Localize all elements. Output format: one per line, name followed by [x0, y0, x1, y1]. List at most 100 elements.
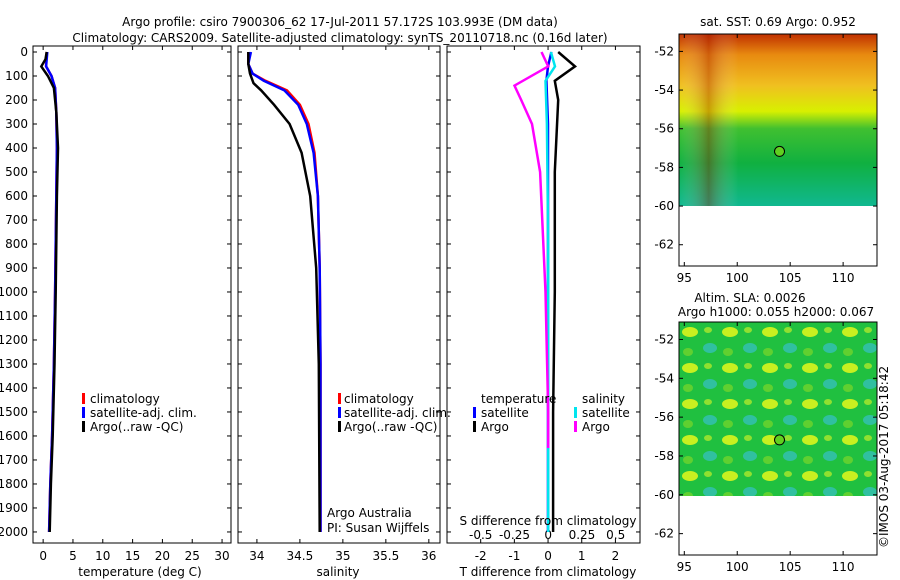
map-x-tick-label: 110 — [832, 560, 855, 574]
x-tick-label: 35.5 — [372, 549, 399, 563]
sst-map-frame — [678, 33, 878, 267]
map-y-tick-label: -58 — [654, 449, 674, 463]
sla-map-subtitle: Argo h1000: 0.055 h2000: 0.067 — [678, 305, 874, 319]
y-tick-label: 700 — [5, 213, 28, 227]
legend-swatch-s-argo — [574, 421, 577, 432]
series-line-t-argo — [551, 51, 578, 532]
legend-swatch-t-argo — [473, 421, 476, 432]
s-tick-label: -0.25 — [499, 528, 530, 542]
map-y-tick-label: -52 — [654, 44, 674, 58]
map-y-tick-label: -60 — [654, 488, 674, 502]
x-tick-label: 1 — [578, 549, 586, 563]
temperature-xlabel: temperature (deg C) — [78, 565, 201, 579]
y-tick-label: 400 — [5, 141, 28, 155]
y-tick-label: 2000 — [0, 525, 28, 539]
title-line1: Argo profile: csiro 7900306_62 17-Jul-20… — [122, 15, 558, 29]
legend-label: satellite — [582, 406, 630, 420]
x-tick-label: 25 — [185, 549, 200, 563]
x-tick-label: 30 — [214, 549, 229, 563]
agency-label: Argo Australia — [327, 506, 412, 520]
map-x-tick-label: 100 — [726, 560, 749, 574]
title-line2: Climatology: CARS2009. Satellite-adjuste… — [72, 31, 607, 45]
y-tick-label: 200 — [5, 93, 28, 107]
legend-label: satellite-adj. clim. — [90, 406, 197, 420]
legend-swatch-satellite — [82, 407, 85, 418]
copyright-label: ©IMOS 03-Aug-2017 05:18:42 — [877, 366, 891, 548]
sst-map-shading — [679, 34, 877, 206]
difference-legend: temperature satellite Argo salinity sate… — [473, 392, 630, 434]
y-tick-label: 1400 — [0, 381, 28, 395]
map-y-tick-label: -54 — [654, 83, 674, 97]
x-tick-label: 20 — [155, 549, 170, 563]
x-tick-label: 0 — [544, 549, 552, 563]
salinity-panel — [237, 45, 441, 544]
legend-title-salinity: salinity — [582, 392, 625, 406]
y-tick-label: 0 — [20, 45, 28, 59]
y-tick-label: 1300 — [0, 357, 28, 371]
y-tick-label: 1100 — [0, 309, 28, 323]
legend-label: Argo(..raw -QC) — [344, 420, 437, 434]
sst-map-title: sat. SST: 0.69 Argo: 0.952 — [700, 15, 856, 29]
map-x-tick-label: 105 — [779, 271, 802, 285]
map-y-tick-label: -58 — [654, 160, 674, 174]
tdiff-xlabel: T difference from climatology — [459, 565, 637, 579]
legend-label: climatology — [344, 392, 414, 406]
s-tick-label: 0.5 — [606, 528, 625, 542]
y-tick-label: 1900 — [0, 501, 28, 515]
profile-lines — [39, 51, 578, 533]
s-tick-label: -0.5 — [469, 528, 492, 542]
legend-swatch-satellite — [338, 407, 341, 418]
legend-swatch-s-satellite — [574, 407, 577, 418]
y-tick-label: 1000 — [0, 285, 28, 299]
legend-swatch-climatology — [82, 393, 85, 404]
series-line-climatology — [247, 52, 322, 532]
difference-panel — [446, 45, 641, 544]
legend-swatch-t-satellite — [473, 407, 476, 418]
map-y-tick-label: -60 — [654, 199, 674, 213]
s-tick-label: 0 — [544, 528, 552, 542]
legend-label: Argo — [481, 420, 509, 434]
legend-label: satellite — [481, 406, 529, 420]
salinity-legend: climatology satellite-adj. clim. Argo(..… — [338, 392, 451, 434]
map-x-tick-label: 100 — [726, 271, 749, 285]
y-tick-label: 600 — [5, 189, 28, 203]
y-tick-label: 500 — [5, 165, 28, 179]
map-y-tick-label: -56 — [654, 410, 674, 424]
y-tick-label: 1600 — [0, 429, 28, 443]
argo-position-marker — [774, 145, 786, 157]
y-tick-label: 1200 — [0, 333, 28, 347]
map-axes: 95 100 105 110 -52 -54 -56 -58 -60 -62 95 100 105 110… — [654, 34, 877, 574]
y-tick-label: 800 — [5, 237, 28, 251]
x-tick-label: 2 — [612, 549, 620, 563]
pi-label: PI: Susan Wijffels — [327, 521, 429, 535]
x-tick-label: 15 — [125, 549, 140, 563]
y-tick-label: 300 — [5, 117, 28, 131]
y-tick-label: 100 — [5, 69, 28, 83]
map-x-tick-label: 110 — [832, 271, 855, 285]
temperature-panel — [32, 45, 232, 544]
y-tick-label: 1800 — [0, 477, 28, 491]
map-x-tick-label: 95 — [677, 271, 692, 285]
legend-label: Argo — [582, 420, 610, 434]
x-tick-label: 5 — [69, 549, 77, 563]
s-tick-label: 0.25 — [569, 528, 596, 542]
x-tick-label: 35 — [335, 549, 350, 563]
x-tick-label: -1 — [508, 549, 520, 563]
x-tick-label: 34 — [249, 549, 264, 563]
map-y-tick-label: -62 — [654, 527, 674, 541]
sla-map-frame — [678, 321, 878, 556]
sla-map-field — [679, 322, 877, 496]
argo-position-marker — [774, 434, 786, 446]
map-y-tick-label: -52 — [654, 332, 674, 346]
x-tick-label: 36 — [421, 549, 436, 563]
x-tick-label: -2 — [475, 549, 487, 563]
x-tick-label: 34.5 — [287, 549, 314, 563]
series-line-argo-raw-qc- — [39, 51, 60, 533]
map-y-tick-label: -62 — [654, 238, 674, 252]
y-tick-label: 900 — [5, 261, 28, 275]
x-tick-label: 0 — [39, 549, 47, 563]
sla-map-title: Altim. SLA: 0.0026 — [694, 291, 805, 305]
series-line-argo-raw-qc- — [247, 52, 321, 533]
